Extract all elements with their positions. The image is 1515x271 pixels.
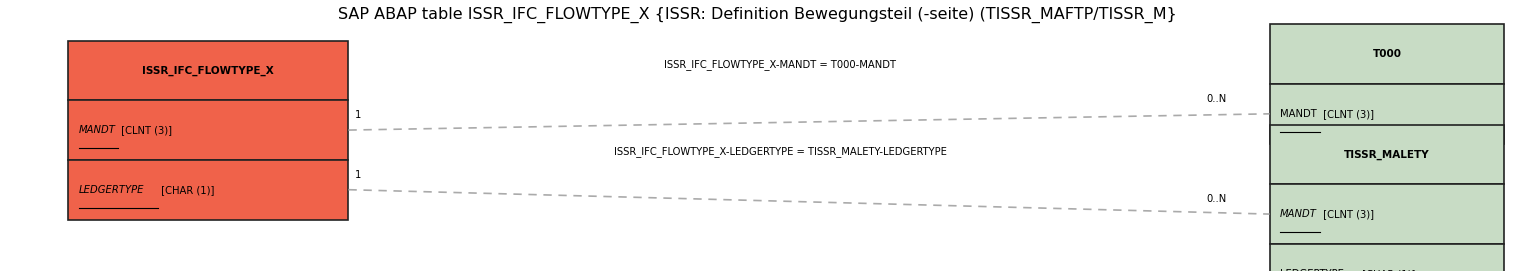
FancyBboxPatch shape bbox=[68, 100, 348, 160]
Text: ISSR_IFC_FLOWTYPE_X: ISSR_IFC_FLOWTYPE_X bbox=[142, 65, 274, 76]
Text: SAP ABAP table ISSR_IFC_FLOWTYPE_X {ISSR: Definition Bewegungsteil (-seite) (TIS: SAP ABAP table ISSR_IFC_FLOWTYPE_X {ISSR… bbox=[338, 7, 1177, 23]
Text: TISSR_MALETY: TISSR_MALETY bbox=[1344, 149, 1430, 160]
Text: [CLNT (3)]: [CLNT (3)] bbox=[1320, 209, 1374, 219]
FancyBboxPatch shape bbox=[68, 41, 348, 100]
Text: ISSR_IFC_FLOWTYPE_X-LEDGERTYPE = TISSR_MALETY-LEDGERTYPE: ISSR_IFC_FLOWTYPE_X-LEDGERTYPE = TISSR_M… bbox=[614, 146, 947, 157]
Text: [CLNT (3)]: [CLNT (3)] bbox=[1320, 109, 1374, 119]
FancyBboxPatch shape bbox=[1270, 244, 1504, 271]
Text: MANDT: MANDT bbox=[1280, 109, 1317, 119]
Text: [CLNT (3)]: [CLNT (3)] bbox=[118, 125, 173, 135]
Text: LEDGERTYPE: LEDGERTYPE bbox=[1280, 269, 1344, 271]
Text: MANDT: MANDT bbox=[79, 125, 115, 135]
Text: [CHAR (1)]: [CHAR (1)] bbox=[158, 185, 214, 195]
Text: [CHAR (1)]: [CHAR (1)] bbox=[1359, 269, 1415, 271]
FancyBboxPatch shape bbox=[68, 160, 348, 220]
Text: ISSR_IFC_FLOWTYPE_X-MANDT = T000-MANDT: ISSR_IFC_FLOWTYPE_X-MANDT = T000-MANDT bbox=[664, 60, 897, 70]
Text: T000: T000 bbox=[1373, 49, 1401, 59]
FancyBboxPatch shape bbox=[1270, 125, 1504, 184]
Text: 0..N: 0..N bbox=[1206, 194, 1226, 204]
FancyBboxPatch shape bbox=[1270, 184, 1504, 244]
FancyBboxPatch shape bbox=[1270, 24, 1504, 84]
Text: MANDT: MANDT bbox=[1280, 209, 1317, 219]
FancyBboxPatch shape bbox=[1270, 84, 1504, 144]
Text: 0..N: 0..N bbox=[1206, 94, 1226, 104]
Text: LEDGERTYPE: LEDGERTYPE bbox=[79, 185, 144, 195]
Text: 1: 1 bbox=[355, 110, 361, 120]
Text: 1: 1 bbox=[355, 170, 361, 180]
